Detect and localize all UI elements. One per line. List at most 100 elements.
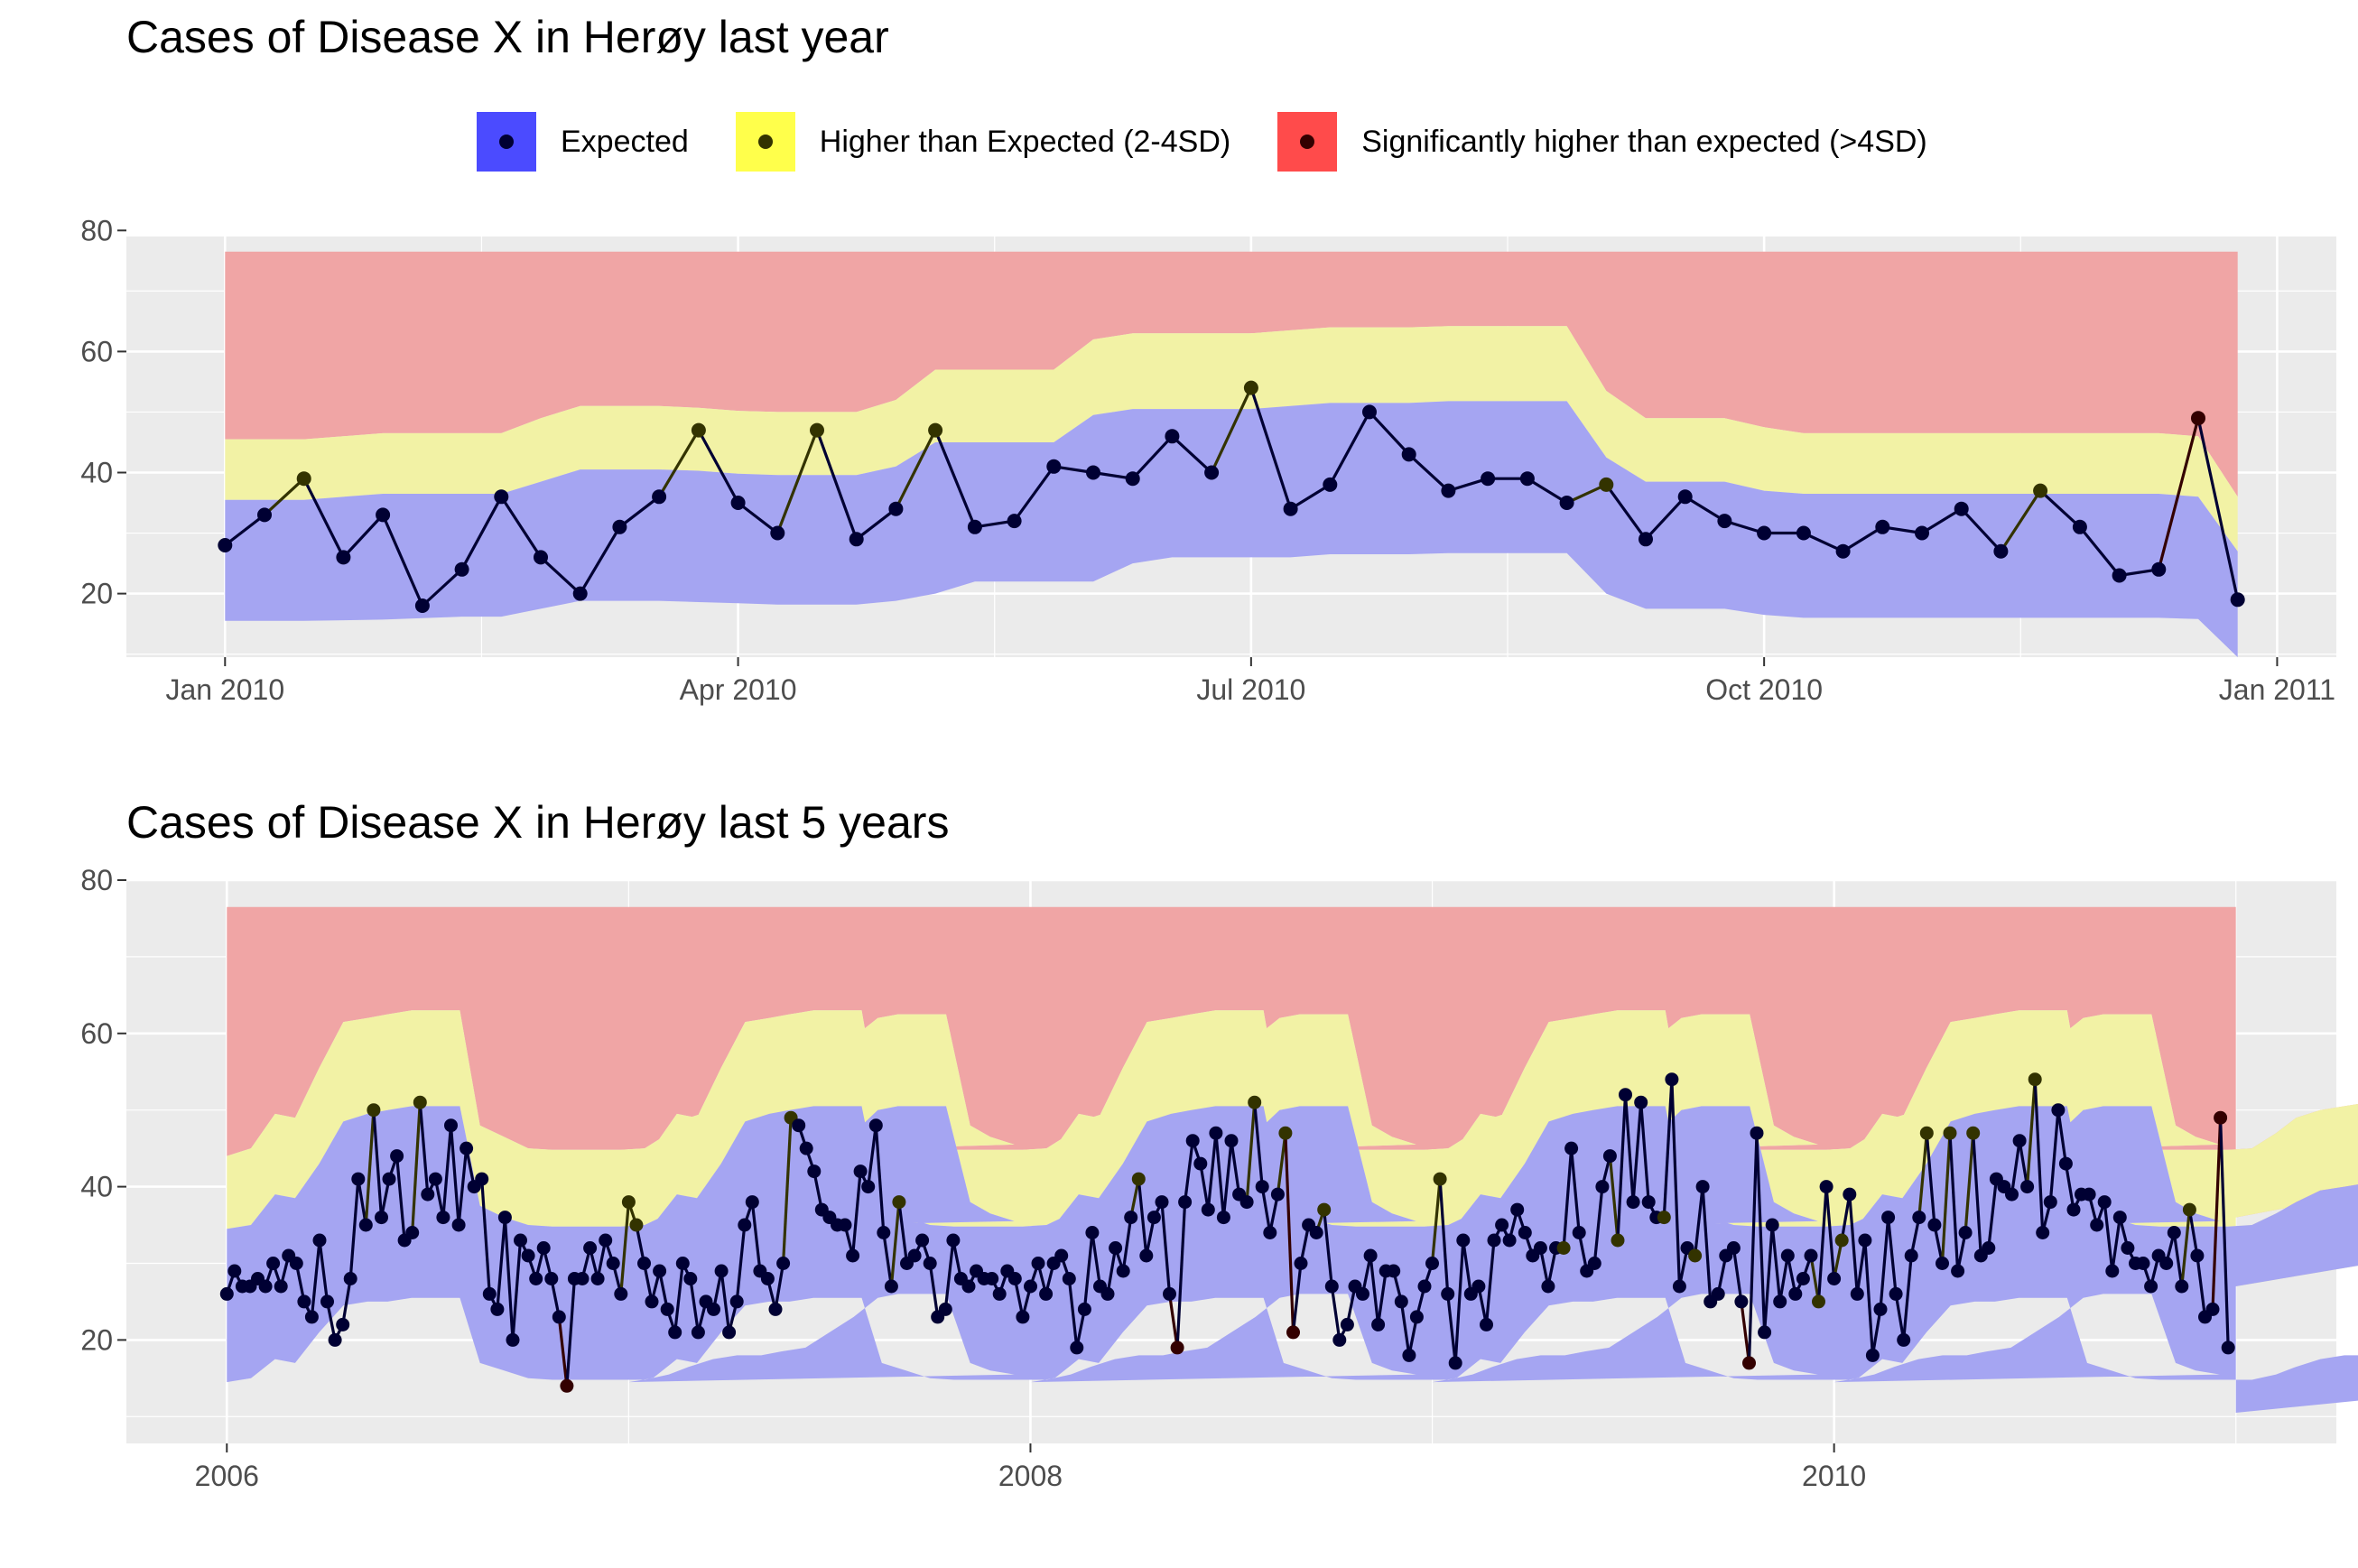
data-point <box>328 1332 342 1347</box>
data-point <box>1124 1211 1138 1225</box>
data-point <box>1665 1072 1679 1087</box>
data-point <box>1595 1180 1610 1194</box>
data-point <box>1850 1286 1864 1301</box>
data-point <box>2097 1195 2112 1210</box>
data-point <box>2214 1110 2228 1125</box>
series-line-segment <box>348 1178 360 1279</box>
series-line-segment <box>511 1239 523 1341</box>
data-point <box>1394 1294 1408 1309</box>
series-line-segment <box>618 496 661 529</box>
series-line-segment <box>1921 507 1963 534</box>
data-point <box>1602 1149 1617 1164</box>
series-line-segment <box>1863 1239 1874 1356</box>
series-line-segment <box>1755 1133 1767 1332</box>
data-point <box>652 489 667 505</box>
data-point <box>2136 1257 2150 1270</box>
data-point <box>1309 1226 1323 1239</box>
data-point <box>776 1257 791 1270</box>
data-point <box>1086 465 1100 480</box>
data-point <box>1007 514 1022 529</box>
data-point <box>1936 1257 1949 1270</box>
data-point <box>1688 1248 1703 1263</box>
data-point <box>668 1325 682 1340</box>
data-point <box>2051 1103 2066 1118</box>
data-point <box>1881 1211 1896 1225</box>
data-point <box>560 1378 574 1393</box>
series-line-segment <box>1848 1193 1859 1294</box>
data-point <box>1827 1272 1842 1285</box>
data-point <box>1116 1264 1130 1278</box>
series-line-segment <box>503 1217 515 1341</box>
legend-item-significant: Significantly higher than expected (>4SD… <box>1277 112 1927 172</box>
series-line-segment <box>851 1171 862 1257</box>
data-point <box>1541 1279 1555 1294</box>
series-line-segment <box>1175 1202 1187 1348</box>
series-line-segment <box>1368 411 1410 456</box>
series-line-segment <box>1763 1224 1774 1333</box>
series-line-segment <box>1013 465 1055 523</box>
series-line-segment <box>1747 1133 1759 1363</box>
series-line-segment <box>894 429 937 510</box>
data-point <box>2105 1264 2120 1278</box>
data-point <box>838 1218 852 1232</box>
data-point <box>413 1095 427 1109</box>
series-line-segment <box>1527 477 1568 505</box>
data-point <box>336 550 351 565</box>
data-point <box>289 1257 303 1270</box>
data-point <box>2182 1202 2196 1217</box>
series-line-segment <box>421 568 463 608</box>
data-point <box>1796 525 1811 541</box>
series-line-segment <box>2103 1202 2114 1272</box>
series-line-segment <box>1770 1224 1782 1303</box>
series-line-segment <box>737 501 779 534</box>
chart-title-last-year: Cases of Disease X in Herøy last year <box>126 12 889 62</box>
series-line-segment <box>496 1217 506 1310</box>
data-point <box>1387 1264 1401 1278</box>
y-tick-label: 80 <box>80 214 113 246</box>
series-line-segment <box>1809 1255 1821 1303</box>
data-point <box>218 538 233 552</box>
data-point <box>2020 1180 2035 1194</box>
series-line-segment <box>735 1224 747 1303</box>
series-line-segment <box>1167 1294 1179 1349</box>
data-point <box>1100 1286 1115 1301</box>
x-tick-label: 2010 <box>1802 1460 1866 1492</box>
series-line-segment <box>1879 1217 1890 1310</box>
data-point <box>861 1180 876 1194</box>
data-point <box>675 1257 690 1270</box>
data-point <box>1448 1356 1462 1370</box>
data-point <box>421 1187 435 1202</box>
series-line-segment <box>1623 1094 1635 1202</box>
data-point <box>846 1248 860 1263</box>
data-point <box>2159 1257 2174 1270</box>
data-point <box>714 1264 729 1278</box>
data-point <box>967 519 982 534</box>
data-point <box>1954 501 1969 516</box>
data-point <box>614 1286 628 1301</box>
series-line-segment <box>1091 1232 1102 1287</box>
data-point <box>1471 1279 1486 1294</box>
series-line-segment <box>2010 1140 2021 1195</box>
series-line-segment <box>928 1263 940 1318</box>
data-point <box>1533 1241 1547 1255</box>
data-point <box>1178 1195 1193 1210</box>
data-point <box>1239 1195 1254 1210</box>
series-line-segment <box>1260 1186 1272 1233</box>
data-point <box>336 1317 350 1331</box>
data-point <box>1812 1294 1825 1309</box>
data-point <box>1958 1226 1973 1239</box>
data-point <box>1165 429 1180 444</box>
data-point <box>1599 477 1614 492</box>
data-point <box>2221 1341 2235 1355</box>
data-point <box>1480 1317 1493 1331</box>
data-point <box>792 1118 806 1133</box>
data-point <box>892 1195 906 1210</box>
series-line-segment <box>341 1278 352 1325</box>
data-point <box>575 1272 590 1285</box>
series-line-segment <box>1082 1232 1094 1310</box>
data-point <box>2072 519 2087 534</box>
data-point <box>1773 1294 1787 1309</box>
data-point <box>2090 1218 2104 1232</box>
data-point <box>1070 1341 1084 1355</box>
data-point <box>1804 1248 1818 1263</box>
